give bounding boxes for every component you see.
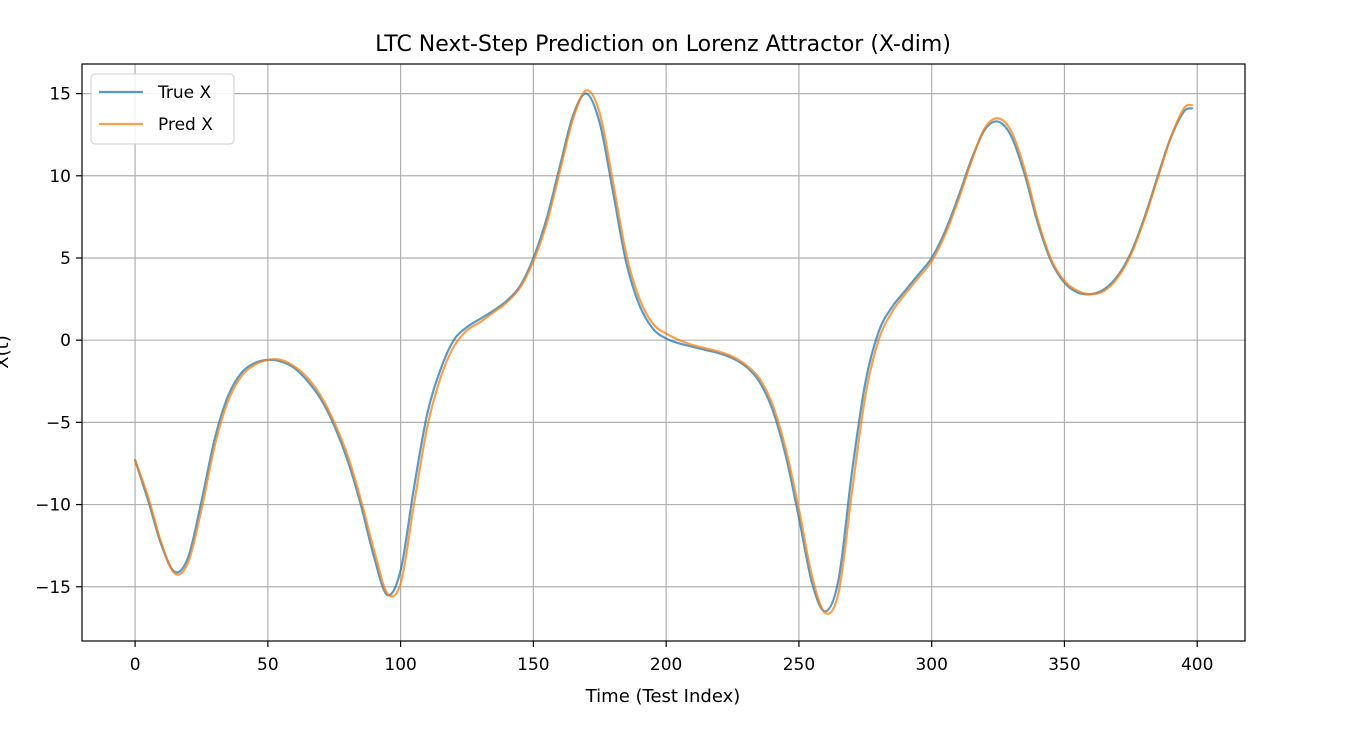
x-tick-label: 0 <box>130 655 141 675</box>
plot-frame <box>81 63 1246 642</box>
series-line-true-x <box>134 92 1193 613</box>
x-axis: 0 50 100 150 200 250 300 350 400 <box>130 641 1213 675</box>
y-axis: −15 −10 −5 0 5 10 15 <box>35 85 82 598</box>
y-tick-label: 5 <box>60 249 71 269</box>
chart-title: LTC Next-Step Prediction on Lorenz Attra… <box>375 32 951 57</box>
series-lines <box>134 89 1193 615</box>
y-tick-label: 15 <box>49 85 71 105</box>
x-tick-label: 350 <box>1048 655 1080 675</box>
y-axis-label: X(t) <box>0 335 13 368</box>
x-tick-label: 250 <box>783 655 815 675</box>
series-line-pred-x <box>134 89 1193 615</box>
x-tick-label: 100 <box>384 655 416 675</box>
legend: True X Pred X <box>90 73 235 145</box>
x-tick-label: 50 <box>257 655 279 675</box>
x-tick-label: 400 <box>1181 655 1213 675</box>
x-tick-label: 200 <box>650 655 682 675</box>
y-tick-label: 0 <box>60 331 71 351</box>
y-tick-label: 10 <box>49 167 71 187</box>
grid <box>82 64 1245 641</box>
y-tick-label: −10 <box>35 496 71 516</box>
x-axis-label: Time (Test Index) <box>585 686 741 707</box>
y-tick-label: −5 <box>46 413 71 433</box>
x-tick-label: 300 <box>915 655 947 675</box>
y-tick-label: −15 <box>35 578 71 598</box>
x-tick-label: 150 <box>517 655 549 675</box>
legend-label-pred-x: Pred X <box>158 115 213 135</box>
legend-label-true-x: True X <box>157 83 212 103</box>
